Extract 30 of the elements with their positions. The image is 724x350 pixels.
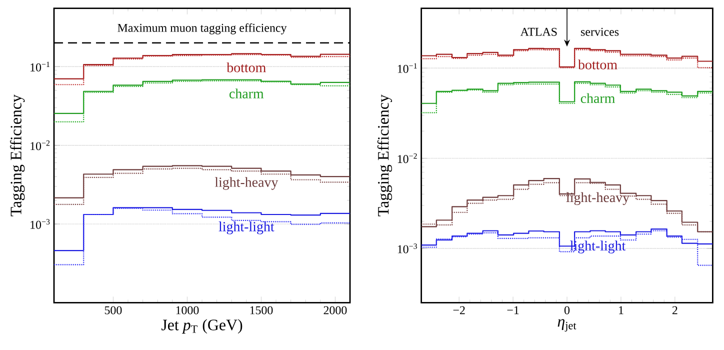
series-label: bottom — [578, 60, 618, 70]
series-label: light-heavy — [214, 177, 278, 190]
x-axis-title: η$_{jet}$ — [558, 319, 576, 332]
x-tick-label: 1 — [619, 306, 624, 314]
series-label: light-heavy — [566, 192, 630, 206]
x-tick-label: 1000 — [176, 306, 199, 314]
x-tick-label: 500 — [104, 306, 122, 314]
y-tick-label: 10$^{−1}$ — [30, 62, 50, 72]
y-tick-label: 10$^{−3}$ — [398, 244, 417, 254]
x-tick-label: 2000 — [324, 306, 347, 314]
series-label: light-light — [218, 222, 274, 234]
y-tick-label: 10$^{−2}$ — [398, 153, 417, 164]
x-tick-label: 2 — [672, 306, 678, 314]
series-label: charm — [230, 88, 264, 98]
x-tick-label: 0 — [564, 306, 570, 314]
annotation: services — [581, 28, 619, 36]
x-tick-label: −1 — [507, 306, 519, 314]
series-label: light-light — [570, 240, 626, 254]
series-label: charm — [580, 93, 615, 104]
ref-line-label: Maximum muon tagging efficiency — [118, 23, 287, 34]
x-tick-label: −2 — [453, 306, 465, 314]
y-axis-title: Tagging Efficiency — [377, 94, 392, 216]
annotation: ATLAS — [520, 28, 557, 36]
x-axis-title: Jet p$_{T}$ (GeV) — [162, 319, 242, 334]
y-axis-title: Tagging Efficiency — [10, 94, 25, 216]
y-tick-label: 10$^{−3}$ — [30, 219, 50, 229]
x-tick-label: 1500 — [250, 306, 273, 314]
y-tick-label: 10$^{−1}$ — [398, 63, 417, 73]
y-tick-label: 10$^{−2}$ — [30, 140, 50, 150]
series-label: bottom — [226, 62, 266, 72]
